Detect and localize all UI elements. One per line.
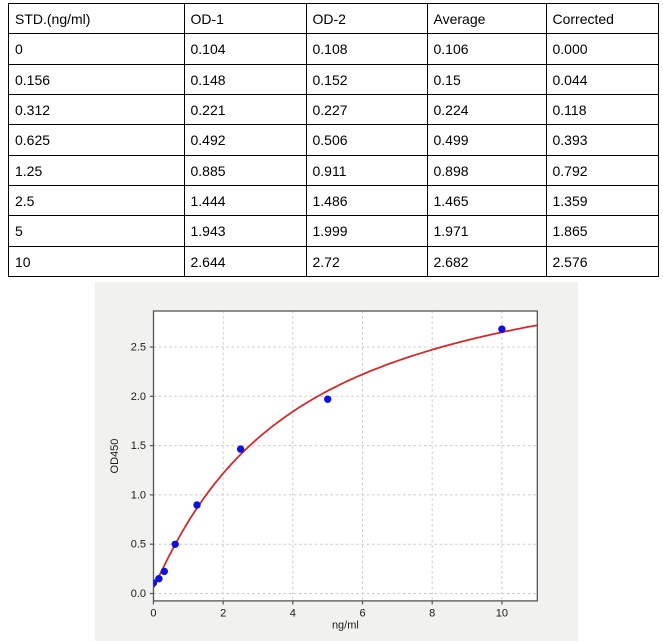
svg-text:2: 2	[220, 608, 226, 620]
svg-text:0.0: 0.0	[131, 588, 146, 600]
svg-text:1.0: 1.0	[131, 489, 146, 501]
svg-text:2.5: 2.5	[131, 342, 146, 354]
svg-text:10: 10	[496, 608, 508, 620]
svg-text:6: 6	[359, 608, 365, 620]
svg-text:0: 0	[150, 608, 156, 620]
svg-text:0.5: 0.5	[131, 539, 146, 551]
svg-text:OD450: OD450	[109, 439, 121, 474]
svg-text:2.0: 2.0	[131, 391, 146, 403]
svg-text:8: 8	[429, 608, 435, 620]
svg-text:1.5: 1.5	[131, 440, 146, 452]
svg-text:4: 4	[290, 608, 296, 620]
svg-text:ng/ml: ng/ml	[332, 619, 359, 631]
